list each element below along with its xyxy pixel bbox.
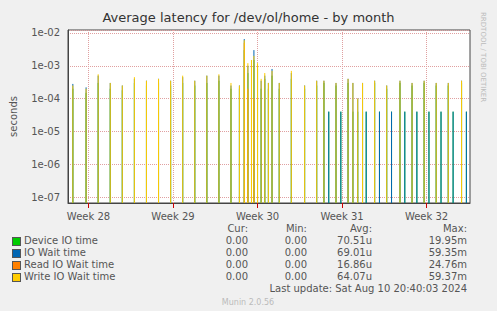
html-text:Read IO Wait time: Read IO Wait time [24, 259, 115, 270]
html-text:59.35m: 59.35m [428, 247, 467, 258]
html-text:Last update: Sat Aug 10 20:40:: Last update: Sat Aug 10 20:40:03 2024 [269, 283, 467, 294]
html-text:0.00: 0.00 [225, 247, 248, 258]
html-text:69.01u: 69.01u [337, 247, 372, 258]
html-text:0.00: 0.00 [225, 235, 248, 246]
html-text:0.00: 0.00 [284, 259, 307, 270]
html-text:RRDTOOL / TOBI OETIKER: RRDTOOL / TOBI OETIKER [479, 12, 487, 103]
html-text:0.00: 0.00 [284, 271, 307, 282]
svg-text:Week 29: Week 29 [151, 211, 194, 222]
svg-text:1e-06: 1e-06 [31, 159, 60, 170]
html-text:Cur:: Cur: [227, 223, 248, 234]
svg-text:1e-07: 1e-07 [31, 192, 60, 203]
html-text:24.76m: 24.76m [428, 259, 467, 270]
svg-text:1e-03: 1e-03 [31, 60, 60, 71]
html-text:19.95m: 19.95m [428, 235, 467, 246]
svg-text:seconds: seconds [8, 96, 19, 137]
html-text:Min:: Min: [285, 223, 307, 234]
html-text:59.37m: 59.37m [428, 271, 467, 282]
html-text:16.86u: 16.86u [337, 259, 372, 270]
html-text:Avg:: Avg: [350, 223, 372, 234]
svg-text:1e-02: 1e-02 [31, 27, 60, 38]
html-text:70.51u: 70.51u [337, 235, 372, 246]
svg-text:Average latency for /dev/ol/ho: Average latency for /dev/ol/home - by mo… [102, 10, 394, 25]
html-text:Max:: Max: [443, 223, 467, 234]
html-text:IO Wait time: IO Wait time [24, 247, 86, 258]
svg-text:Week 30: Week 30 [236, 211, 279, 222]
html-text:Write IO Wait time: Write IO Wait time [24, 271, 116, 282]
html-text:0.00: 0.00 [284, 247, 307, 258]
svg-text:1e-04: 1e-04 [31, 93, 60, 104]
svg-text:Week 31: Week 31 [320, 211, 363, 222]
html-text:0.00: 0.00 [225, 271, 248, 282]
svg-text:1e-05: 1e-05 [31, 126, 60, 137]
html-text:Device IO time: Device IO time [24, 235, 98, 246]
svg-text:Week 28: Week 28 [67, 211, 110, 222]
html-text:Munin 2.0.56: Munin 2.0.56 [221, 298, 275, 307]
svg-text:Week 32: Week 32 [405, 211, 448, 222]
html-text:64.07u: 64.07u [337, 271, 372, 282]
html-text:0.00: 0.00 [225, 259, 248, 270]
html-text:0.00: 0.00 [284, 235, 307, 246]
